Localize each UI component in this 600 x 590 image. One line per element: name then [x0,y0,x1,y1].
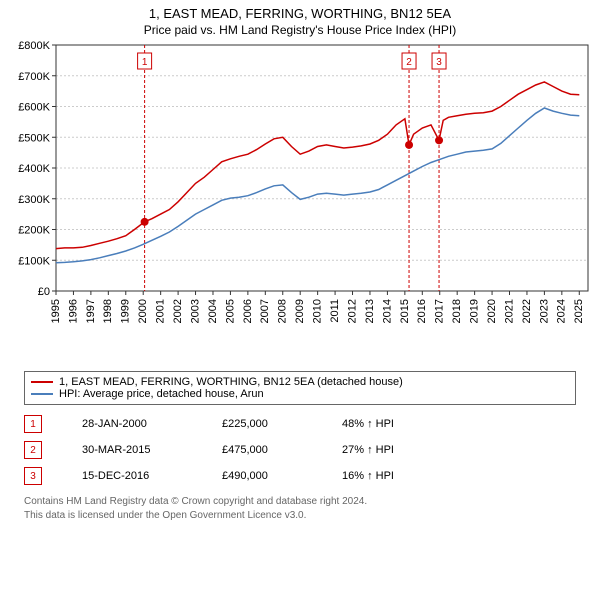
svg-text:2017: 2017 [434,299,446,323]
svg-text:1999: 1999 [120,299,132,323]
svg-text:£300K: £300K [18,194,50,206]
sales-row: 3 15-DEC-2016 £490,000 16% ↑ HPI [24,463,576,489]
svg-text:2008: 2008 [277,299,289,323]
price-chart: £0 £100K £200K £300K £400K £500K £600K £700K £80… [0,37,600,367]
sale-hpi-diff: 16% ↑ HPI [342,470,432,482]
svg-text:1998: 1998 [102,299,114,323]
sale-number-badge: 2 [24,441,42,459]
sale-price: £225,000 [222,418,302,430]
legend-swatch [31,393,53,395]
sale-price: £475,000 [222,444,302,456]
sales-row: 2 30-MAR-2015 £475,000 27% ↑ HPI [24,437,576,463]
svg-text:2010: 2010 [312,299,324,323]
legend-label: 1, EAST MEAD, FERRING, WORTHING, BN12 5E… [59,376,403,388]
svg-text:2015: 2015 [399,299,411,323]
svg-text:£0: £0 [38,286,50,298]
svg-text:1: 1 [142,57,148,68]
legend-item: HPI: Average price, detached house, Arun [31,388,569,400]
legend-label: HPI: Average price, detached house, Arun [59,388,264,400]
legend-swatch [31,381,53,383]
svg-text:2007: 2007 [259,299,271,323]
svg-text:2021: 2021 [503,299,515,323]
sale-number-badge: 3 [24,467,42,485]
svg-text:2009: 2009 [294,299,306,323]
svg-text:2012: 2012 [346,299,358,323]
sale-price: £490,000 [222,470,302,482]
svg-text:£500K: £500K [18,132,50,144]
chart-legend: 1, EAST MEAD, FERRING, WORTHING, BN12 5E… [24,371,576,405]
svg-text:1995: 1995 [50,299,62,323]
attribution-line2: This data is licensed under the Open Gov… [24,509,576,523]
svg-text:2005: 2005 [224,299,236,323]
sale-hpi-diff: 48% ↑ HPI [342,418,432,430]
sale-date: 28-JAN-2000 [82,418,182,430]
chart-title-address: 1, EAST MEAD, FERRING, WORTHING, BN12 5E… [0,6,600,21]
svg-text:2: 2 [406,57,412,68]
svg-text:£200K: £200K [18,225,50,237]
sales-row: 1 28-JAN-2000 £225,000 48% ↑ HPI [24,411,576,437]
svg-text:2014: 2014 [381,299,393,323]
svg-text:2003: 2003 [189,299,201,323]
attribution-line1: Contains HM Land Registry data © Crown c… [24,495,576,509]
svg-text:2020: 2020 [486,299,498,323]
chart-header: 1, EAST MEAD, FERRING, WORTHING, BN12 5E… [0,0,600,37]
page-container: { "header": { "address": "1, EAST MEAD, … [0,0,600,522]
sale-hpi-diff: 27% ↑ HPI [342,444,432,456]
legend-item: 1, EAST MEAD, FERRING, WORTHING, BN12 5E… [31,376,569,388]
chart-title-sub: Price paid vs. HM Land Registry's House … [0,23,600,37]
svg-text:2016: 2016 [416,299,428,323]
svg-text:2024: 2024 [556,299,568,323]
svg-text:1996: 1996 [67,299,79,323]
svg-text:£800K: £800K [18,40,50,52]
svg-text:2011: 2011 [329,299,341,323]
sale-date: 15-DEC-2016 [82,470,182,482]
svg-text:£400K: £400K [18,163,50,175]
attribution: Contains HM Land Registry data © Crown c… [24,495,576,522]
svg-text:3: 3 [436,57,442,68]
sales-table: 1 28-JAN-2000 £225,000 48% ↑ HPI 2 30-MAR-201… [24,411,576,489]
svg-text:2002: 2002 [172,299,184,323]
svg-text:2022: 2022 [521,299,533,323]
svg-text:2000: 2000 [137,299,149,323]
svg-text:2001: 2001 [155,299,167,323]
svg-text:2006: 2006 [242,299,254,323]
svg-text:2013: 2013 [364,299,376,323]
svg-text:£700K: £700K [18,71,50,83]
sale-number-badge: 1 [24,415,42,433]
svg-text:2018: 2018 [451,299,463,323]
svg-text:2023: 2023 [538,299,550,323]
svg-text:2025: 2025 [573,299,585,323]
sale-date: 30-MAR-2015 [82,444,182,456]
svg-text:1997: 1997 [85,299,97,323]
svg-text:£100K: £100K [18,255,50,267]
svg-text:£600K: £600K [18,102,50,114]
svg-text:2019: 2019 [469,299,481,323]
svg-text:2004: 2004 [207,299,219,323]
